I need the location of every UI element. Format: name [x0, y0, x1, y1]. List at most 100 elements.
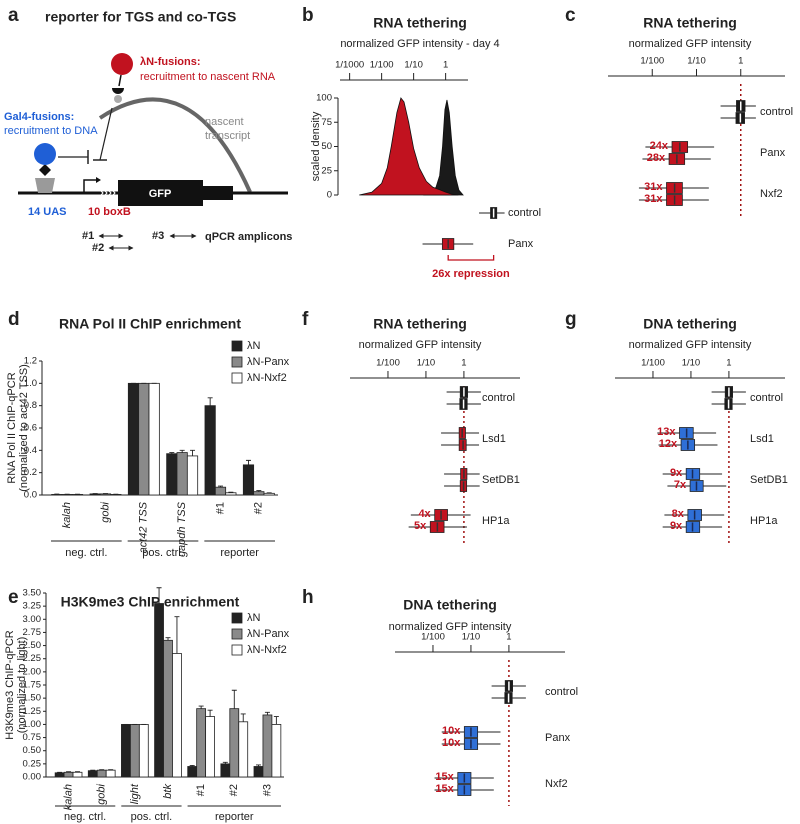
bar — [204, 405, 216, 496]
row-label: HP1a — [750, 515, 778, 527]
amplicon: #3 — [152, 230, 164, 242]
y-tick-label: 1.25 — [23, 706, 42, 717]
bar — [63, 771, 74, 778]
y-tick-label: 50 — [321, 141, 332, 152]
row-label: Panx — [545, 732, 571, 744]
bar — [187, 766, 198, 778]
fold-label: 7x — [674, 479, 687, 491]
x-tick-label: 1/10 — [462, 632, 481, 643]
error-bar — [165, 637, 171, 641]
bar — [229, 708, 240, 778]
y-tick-label: 2.00 — [23, 666, 42, 677]
bar — [176, 452, 188, 496]
gal4-dbd — [39, 164, 51, 176]
chart-title: RNA tethering — [373, 15, 467, 31]
error-bar — [245, 459, 251, 465]
chart-title: H3K9me3 ChIP enrichment — [61, 594, 240, 610]
y-tick-label: 1.0 — [24, 378, 37, 389]
fold-label: 10x — [442, 725, 461, 737]
diagram-title: reporter for TGS and co-TGS — [45, 9, 236, 25]
y-tick-label: 0 — [327, 190, 332, 201]
error-bar — [174, 616, 180, 654]
x-tick-label: 1/10 — [404, 60, 423, 71]
row-label: SetDB1 — [482, 474, 520, 486]
x-tick-label: 1 — [461, 358, 466, 369]
promoter — [83, 179, 96, 193]
bar — [105, 769, 116, 778]
x-tick-label: kalah — [61, 502, 73, 528]
x-tick-label: gapdh TSS — [176, 501, 188, 557]
nascent-transcript — [98, 97, 252, 193]
error-bar — [90, 769, 96, 771]
x-tick-label: #2 — [253, 502, 265, 514]
y-tick-label: 3.50 — [23, 588, 42, 599]
gal4-label: Gal4-fusions: — [4, 111, 74, 123]
x-tick-label: #1 — [214, 502, 226, 514]
y-tick-label: 75 — [321, 117, 332, 128]
legend-swatch — [231, 356, 243, 368]
bar — [129, 724, 140, 778]
x-tick-label: 1 — [738, 56, 743, 67]
x-tick-label: 1/100 — [640, 56, 664, 67]
y-axis-label: H3K9me3 ChIP-qPCR — [4, 630, 16, 739]
density-area — [359, 97, 459, 196]
y-tick-label: 3.00 — [23, 614, 42, 625]
fold-label: 9x — [670, 520, 683, 532]
legend-label: λN-Panx — [247, 628, 290, 640]
bar — [205, 716, 215, 778]
error-bar — [189, 764, 195, 767]
x-tick-label: 1/10 — [417, 358, 436, 369]
amplicon: #2 — [92, 242, 104, 254]
chart-subtitle: normalized GFP intensity - day 4 — [340, 38, 499, 50]
x-tick-label: #2 — [228, 784, 240, 796]
lambda-fusion — [111, 53, 133, 75]
bar — [225, 492, 237, 496]
row-label: SetDB1 — [750, 474, 788, 486]
gal4-fusion — [34, 143, 56, 165]
bar — [127, 382, 140, 496]
chart-title: DNA tethering — [403, 597, 497, 613]
fold-label: 13x — [657, 426, 676, 438]
panel-letter: h — [302, 587, 314, 608]
y-tick-label: 25 — [321, 165, 332, 176]
error-bar — [218, 485, 223, 488]
error-bar — [266, 492, 272, 494]
bar — [89, 493, 101, 496]
legend-label: λN-Nxf2 — [247, 644, 287, 656]
group-label: neg. ctrl. — [65, 547, 107, 559]
x-tick-label: #3 — [261, 784, 273, 796]
error-bar — [66, 771, 72, 773]
x-tick-label: 1/10 — [682, 358, 701, 369]
lambda-stem — [118, 74, 122, 87]
error-bar — [255, 764, 261, 767]
legend-swatch — [231, 628, 243, 640]
row-label: control — [508, 207, 541, 219]
x-tick-label: btk — [162, 784, 174, 799]
error-bar — [75, 771, 81, 773]
group-label: pos. ctrl. — [142, 547, 184, 559]
panel-letter: c — [565, 5, 576, 26]
bar — [121, 724, 131, 778]
x-tick-label: light — [129, 783, 141, 804]
legend-swatch — [231, 372, 243, 384]
bar — [99, 493, 112, 496]
uas-label: 14 UAS — [28, 206, 67, 218]
y-tick-label: 0.00 — [23, 772, 42, 783]
gal4-desc: recruitment to DNA — [4, 125, 98, 137]
bar — [263, 492, 275, 496]
group-label: pos. ctrl. — [131, 811, 173, 823]
boxb-hairpin — [114, 95, 122, 103]
error-bar — [169, 452, 175, 454]
bar — [238, 721, 249, 778]
row-label: control — [545, 686, 578, 698]
boxb-sites — [99, 189, 116, 197]
bar — [163, 639, 173, 778]
bar — [72, 771, 83, 778]
legend-label: λN — [247, 340, 261, 352]
group-label: reporter — [215, 811, 254, 823]
fold-label: 8x — [672, 508, 685, 520]
error-bar — [273, 716, 279, 725]
bar — [96, 769, 107, 778]
x-tick-label: gobi — [99, 501, 111, 522]
row-label: Lsd1 — [482, 433, 506, 445]
